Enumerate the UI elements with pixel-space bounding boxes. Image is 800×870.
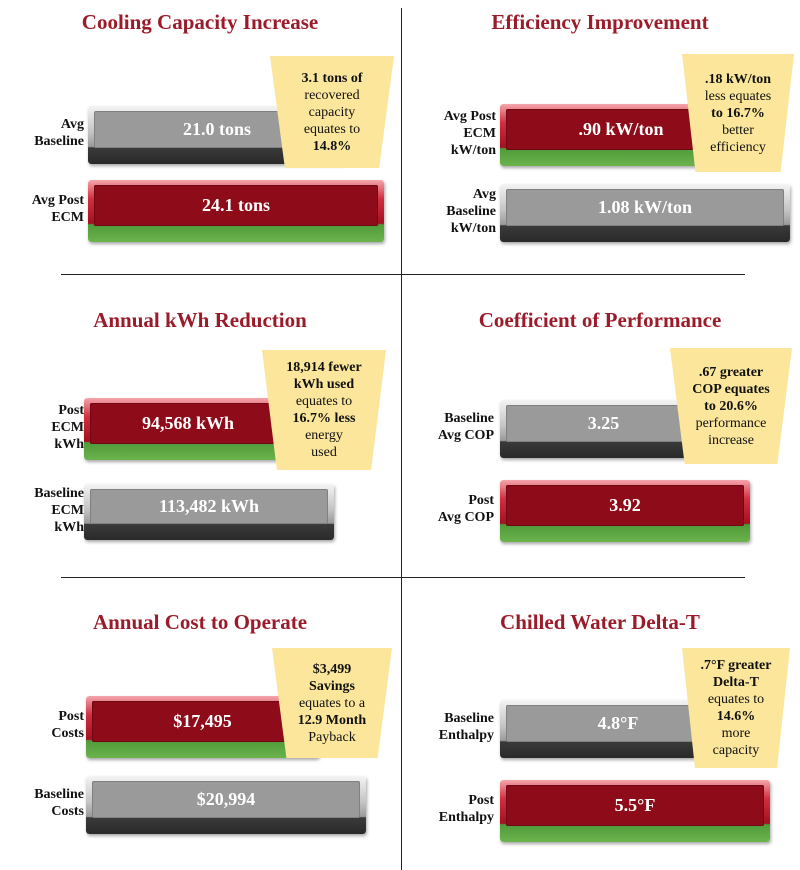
bar: 3.92 <box>500 480 750 542</box>
bar: 24.1 tons <box>88 180 384 242</box>
callout-note: 3.1 tons of recovered capacity equates to 14… <box>270 56 394 168</box>
callout-line: COP equates <box>692 381 770 397</box>
chart-panel: Efficiency Improvement Avg Post ECM kW/ton.… <box>400 0 800 290</box>
bar-value-label: 24.1 tons <box>94 185 378 226</box>
callout-line: .18 kW/ton <box>704 71 772 87</box>
bar: 94,568 kWh <box>84 398 292 460</box>
callout-line: capacity <box>308 104 356 120</box>
chart-title: Annual Cost to Operate <box>92 610 308 634</box>
chart-title: Coefficient of Performance <box>478 308 722 332</box>
callout-line: Delta-T <box>713 675 759 690</box>
category-label: Post Avg COP <box>437 493 494 525</box>
callout-line: to 16.7% <box>711 105 765 121</box>
callout-line: more <box>721 726 751 741</box>
callout-line: increase <box>708 432 754 448</box>
category-label: Post Costs <box>51 709 84 741</box>
horizontal-divider-bottom <box>61 577 745 578</box>
callout-line: equates to a <box>298 695 366 711</box>
callout-line: equates to <box>295 394 353 409</box>
callout-line: 12.9 Month <box>297 712 367 728</box>
callout-line: energy <box>305 428 343 443</box>
callout-line: kWh used <box>293 377 355 392</box>
bar-value-label: 94,568 kWh <box>90 403 286 444</box>
vertical-divider <box>401 8 402 870</box>
callout-line: Payback <box>308 729 356 745</box>
bar-value-label: $17,495 <box>92 701 313 742</box>
callout-line: 3.1 tons of <box>301 70 363 86</box>
bar: 113,482 kWh <box>84 484 334 540</box>
category-label: Post ECM kWh <box>51 402 84 452</box>
callout-line: 14.8% <box>312 138 352 154</box>
bar: 3.25 <box>500 400 707 458</box>
chart-panel: Chilled Water Delta-T Baseline Enthalpy 4.8… <box>400 580 800 870</box>
chart-title: Chilled Water Delta-T <box>500 610 700 634</box>
callout-note: .18 kW/ton less equates to 16.7% better effi… <box>682 54 794 172</box>
callout-note: .67 greater COP equates to 20.6% performanc… <box>670 348 792 464</box>
category-label: Avg Post ECM <box>31 193 84 225</box>
category-label: Baseline Enthalpy <box>438 711 494 743</box>
category-label: Post Enthalpy <box>438 793 494 825</box>
chart-title: Efficiency Improvement <box>491 10 709 34</box>
callout-line: $3,499 <box>312 661 352 677</box>
callout-line: efficiency <box>710 139 766 155</box>
category-label: Avg Baseline <box>34 117 84 149</box>
callout-line: better <box>722 122 754 138</box>
bar: 5.5°F <box>500 780 770 842</box>
bar-value-label: 5.5°F <box>506 785 764 826</box>
chart-title: Cooling Capacity Increase <box>81 10 319 34</box>
bar: 1.08 kW/ton <box>500 184 790 242</box>
chart-title: Annual kWh Reduction <box>93 308 307 332</box>
callout-line: to 20.6% <box>704 398 758 414</box>
callout-line: equates to <box>303 121 361 137</box>
bar-value-label: $20,994 <box>92 781 360 818</box>
callout-line: capacity <box>712 743 760 758</box>
callout-line: 18,914 fewer <box>286 360 362 375</box>
bar-value-label: 3.25 <box>506 405 701 442</box>
callout-line: .7°F greater <box>700 658 772 673</box>
callout-note: .7°F greater Delta-T equates to 14.6% more ca… <box>682 648 790 768</box>
callout-line: 16.7% less <box>292 411 356 426</box>
category-label: Baseline ECM kWh <box>34 485 84 535</box>
callout-line: 14.6% <box>716 709 756 724</box>
bar: $20,994 <box>86 776 366 834</box>
callout-line: used <box>311 445 337 460</box>
chart-panel: Annual Cost to Operate Post Costs $17,495 Ba… <box>0 580 400 870</box>
callout-note: $3,499 Savings equates to a 12.9 Month Payba… <box>272 648 392 758</box>
callout-line: .67 greater <box>698 364 764 380</box>
category-label: Baseline Avg COP <box>437 411 494 443</box>
callout-line: performance <box>695 415 767 431</box>
callout-note: 18,914 fewer kWh used equates to 16.7% less… <box>262 350 386 470</box>
callout-line: less equates <box>704 88 772 104</box>
bar-value-label: 113,482 kWh <box>90 489 328 524</box>
category-label: Avg Baseline kW/ton <box>446 186 496 236</box>
bar-value-label: 3.92 <box>506 485 744 526</box>
category-label: Baseline Costs <box>34 787 84 819</box>
bar-value-label: 1.08 kW/ton <box>506 189 784 226</box>
callout-line: equates to <box>707 692 765 707</box>
callout-line: recovered <box>304 87 360 103</box>
category-label: Avg Post ECM kW/ton <box>443 108 496 158</box>
horizontal-divider-top <box>61 274 745 275</box>
chart-panel: Annual kWh Reduction Post ECM kWh 94,568 kWh… <box>0 290 400 580</box>
chart-panel: Cooling Capacity Increase Avg Baseline 21.0… <box>0 0 400 290</box>
chart-panel: Coefficient of Performance Baseline Avg CO… <box>400 290 800 580</box>
callout-line: Savings <box>309 678 355 694</box>
